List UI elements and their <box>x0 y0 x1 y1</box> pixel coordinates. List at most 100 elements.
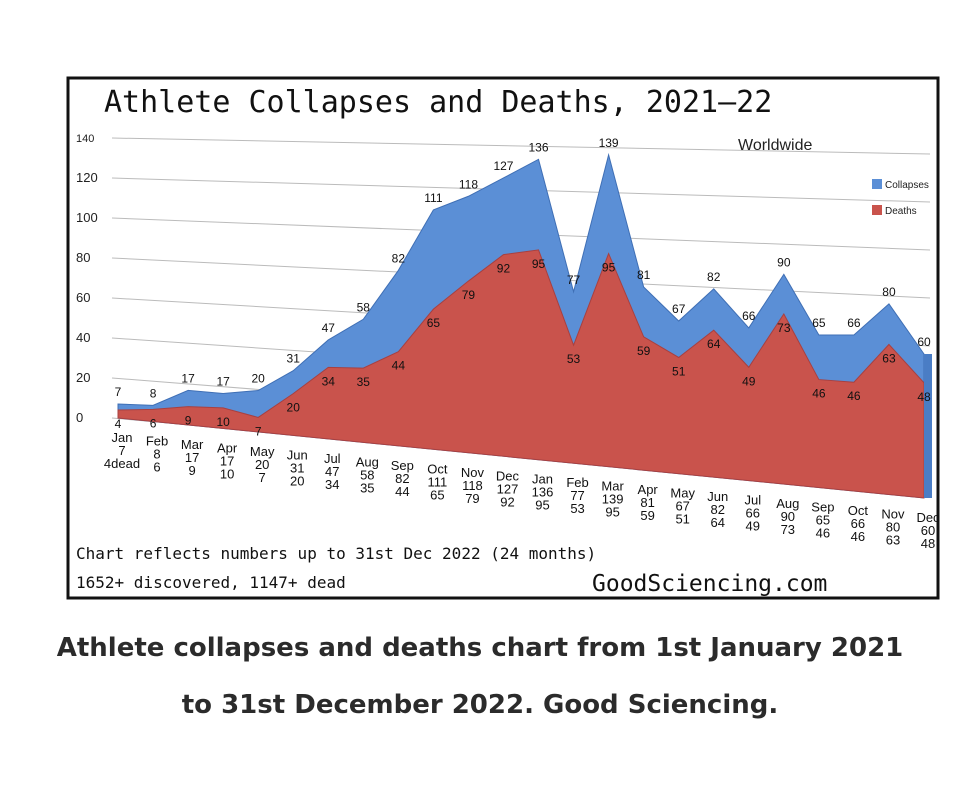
x-collapses-value: 8 <box>153 446 160 461</box>
x-tick-label: Aug <box>356 454 379 469</box>
data-label-collapses: 67 <box>672 302 686 316</box>
x-collapses-value: 82 <box>395 471 409 486</box>
x-deaths-value: 46 <box>851 529 865 544</box>
gridline <box>111 137 931 155</box>
x-tick-label: Oct <box>427 461 448 476</box>
x-deaths-value: 44 <box>395 484 409 499</box>
y-tick-label: 100 <box>76 210 98 225</box>
x-tick-label: Mar <box>181 437 204 452</box>
x-tick-label: Feb <box>566 475 588 490</box>
note-line-2: 1652+ discovered, 1147+ dead <box>76 573 346 592</box>
legend-label-deaths: Deaths <box>885 206 917 217</box>
x-deaths-value: 59 <box>640 508 654 523</box>
area-deaths <box>117 249 925 499</box>
x-deaths-value: 64 <box>711 515 725 530</box>
y-tick-label: 40 <box>76 330 90 345</box>
caption-line-1: Athlete collapses and deaths chart from … <box>56 633 904 663</box>
data-label-deaths: 6 <box>150 416 157 430</box>
data-label-collapses: 139 <box>599 136 619 150</box>
data-label-deaths: 48 <box>917 390 931 404</box>
x-tick-label: Jan <box>532 472 553 487</box>
data-label-collapses: 17 <box>216 375 230 389</box>
x-deaths-value: 10 <box>220 466 234 481</box>
x-tick-label: Aug <box>776 496 799 511</box>
x-tick-label: Apr <box>217 440 238 455</box>
x-deaths-value: 92 <box>500 494 514 509</box>
data-label-deaths: 59 <box>637 344 651 358</box>
x-deaths-value: 34 <box>325 477 339 492</box>
data-label-collapses: 66 <box>847 316 861 330</box>
data-label-collapses: 60 <box>917 335 931 349</box>
y-tick-label: 120 <box>76 170 98 185</box>
x-collapses-value: 47 <box>325 464 339 479</box>
x-deaths-value: 9 <box>188 463 195 478</box>
data-label-collapses: 20 <box>251 372 265 386</box>
chart-subtitle: Worldwide <box>738 137 813 154</box>
x-collapses-value: 66 <box>851 516 865 531</box>
x-tick-label: Nov <box>461 465 485 480</box>
x-tick-label: Jun <box>287 447 308 462</box>
x-collapses-value: 139 <box>602 492 624 507</box>
x-deaths-value: 20 <box>290 473 304 488</box>
x-collapses-value: 60 <box>921 523 935 538</box>
x-collapses-value: 20 <box>255 457 269 472</box>
x-collapses-value: 7 <box>118 443 125 458</box>
data-label-collapses: 111 <box>424 191 443 205</box>
legend-swatch-collapses <box>872 179 882 189</box>
x-tick-label: Nov <box>881 507 905 522</box>
x-tick-label: Dec <box>496 468 520 483</box>
x-deaths-value: 49 <box>746 519 760 534</box>
data-label-deaths: 49 <box>742 374 756 388</box>
x-tick-label: Sep <box>811 500 834 515</box>
data-label-collapses: 58 <box>357 300 371 314</box>
x-deaths-value: 53 <box>570 501 584 516</box>
data-label-deaths: 95 <box>602 261 616 275</box>
x-collapses-value: 118 <box>462 478 483 493</box>
data-label-deaths: 34 <box>322 374 336 388</box>
x-deaths-value: 46 <box>816 526 830 541</box>
data-label-collapses: 7 <box>115 385 122 399</box>
data-label-collapses: 65 <box>812 316 826 330</box>
data-label-deaths: 65 <box>427 316 441 330</box>
area-side <box>924 354 932 498</box>
data-label-collapses: 17 <box>181 371 195 385</box>
x-deaths-value: 35 <box>360 480 374 495</box>
data-label-collapses: 31 <box>287 352 301 366</box>
data-label-deaths: 46 <box>812 387 826 401</box>
x-collapses-value: 82 <box>711 502 725 517</box>
x-collapses-value: 67 <box>675 499 689 514</box>
data-label-collapses: 90 <box>777 255 791 269</box>
data-label-deaths: 44 <box>392 359 406 373</box>
data-label-deaths: 9 <box>185 414 192 428</box>
data-label-collapses: 77 <box>567 273 581 287</box>
data-label-collapses: 82 <box>392 251 406 265</box>
note-line-1: Chart reflects numbers up to 31st Dec 20… <box>76 544 596 563</box>
data-label-collapses: 81 <box>637 268 651 282</box>
x-tick-label: Jan <box>112 430 133 445</box>
legend-label-collapses: Collapses <box>885 180 929 191</box>
x-deaths-value: 65 <box>430 487 444 502</box>
data-label-collapses: 66 <box>742 309 756 323</box>
x-deaths-value: 73 <box>781 522 795 537</box>
x-tick-label: May <box>670 486 695 501</box>
data-label-deaths: 4 <box>115 417 122 431</box>
x-tick-label: Oct <box>848 503 869 518</box>
x-collapses-value: 66 <box>746 506 760 521</box>
x-deaths-value: 4dead <box>104 456 140 471</box>
x-deaths-value: 48 <box>921 536 935 551</box>
x-collapses-value: 65 <box>816 513 830 528</box>
y-tick-label: 80 <box>76 250 90 265</box>
x-deaths-value: 7 <box>259 470 266 485</box>
data-label-collapses: 118 <box>459 177 478 191</box>
data-label-deaths: 35 <box>357 375 371 389</box>
x-deaths-value: 51 <box>675 512 689 527</box>
x-tick-label: Jun <box>707 489 728 504</box>
x-collapses-value: 31 <box>290 460 304 475</box>
legend-swatch-deaths <box>872 205 882 215</box>
data-label-collapses: 8 <box>150 386 157 400</box>
x-collapses-value: 90 <box>781 509 795 524</box>
data-label-collapses: 82 <box>707 270 721 284</box>
x-deaths-value: 95 <box>535 498 549 513</box>
x-collapses-value: 81 <box>640 495 654 510</box>
